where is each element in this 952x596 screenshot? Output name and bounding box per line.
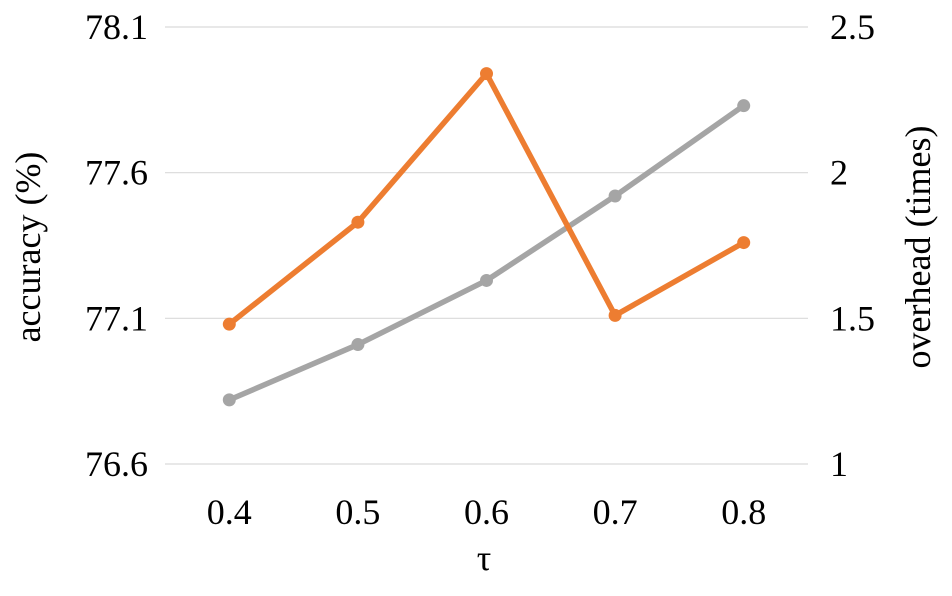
- x-axis-tick-labels: 0.4 0.5 0.6 0.7 0.8: [207, 492, 766, 532]
- left-axis-tick-labels: 76.6 77.1 77.6 78.1: [85, 7, 148, 484]
- overhead-data-point: [480, 273, 493, 287]
- left-tick-label: 77.1: [85, 298, 148, 338]
- x-axis-title: τ: [477, 538, 491, 578]
- left-axis-title: accuracy (%): [8, 152, 48, 343]
- right-tick-label: 1: [830, 444, 848, 484]
- accuracy-data-point: [480, 67, 493, 81]
- x-tick-label: 0.7: [593, 492, 638, 532]
- right-tick-label: 1.5: [830, 298, 875, 338]
- overhead-data-point: [351, 338, 365, 352]
- overhead-data-point: [608, 189, 622, 203]
- overhead-series-line: [226, 102, 747, 403]
- overhead-data-point: [222, 393, 236, 407]
- accuracy-data-point: [222, 317, 236, 331]
- right-axis-title: overhead (times): [898, 126, 938, 369]
- gridlines: [165, 26, 808, 465]
- x-tick-label: 0.6: [464, 492, 509, 532]
- series-lines: [222, 67, 751, 407]
- x-tick-label: 0.8: [721, 492, 766, 532]
- overhead-data-point: [737, 99, 751, 113]
- x-tick-label: 0.4: [207, 492, 252, 532]
- right-tick-label: 2.5: [830, 7, 875, 47]
- accuracy-data-point: [608, 308, 622, 322]
- left-tick-label: 78.1: [85, 7, 148, 47]
- right-tick-label: 2: [830, 153, 848, 193]
- left-tick-label: 77.6: [85, 153, 148, 193]
- x-tick-label: 0.5: [335, 492, 380, 532]
- right-axis-tick-labels: 1 1.5 2 2.5: [830, 7, 875, 484]
- accuracy-data-point: [737, 236, 751, 250]
- left-tick-label: 76.6: [85, 444, 148, 484]
- accuracy-data-point: [351, 215, 365, 229]
